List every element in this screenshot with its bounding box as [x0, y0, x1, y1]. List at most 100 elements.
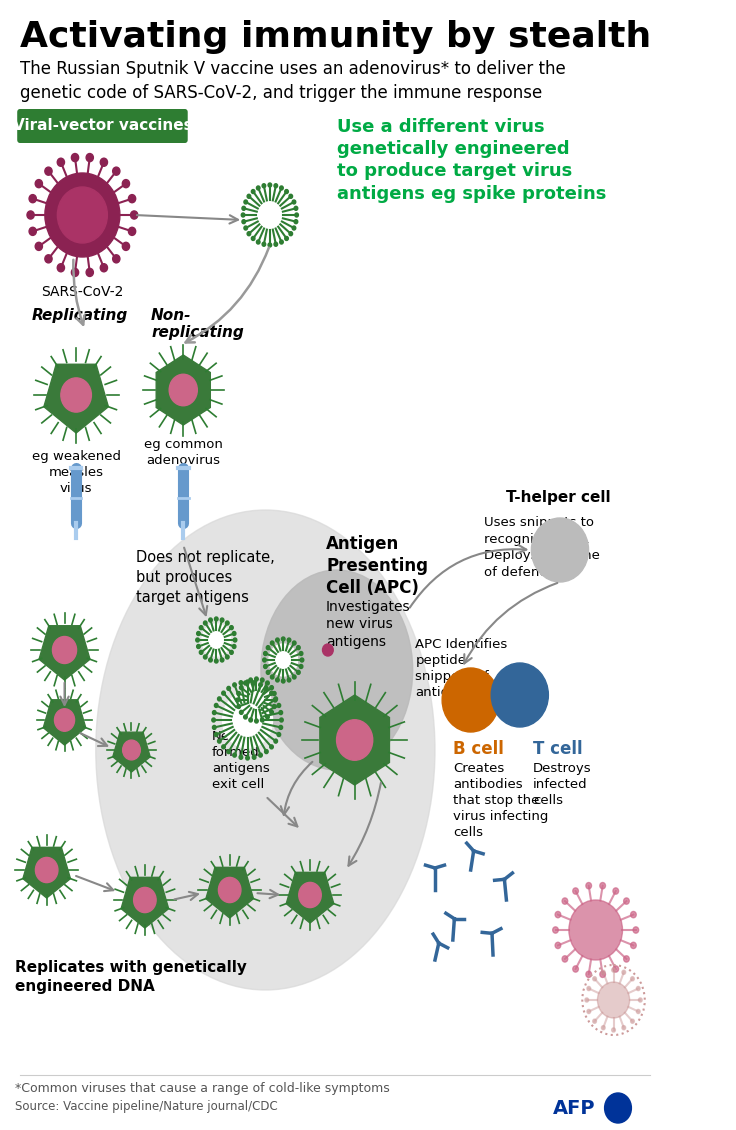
Circle shape: [280, 186, 283, 190]
Circle shape: [35, 858, 58, 883]
Circle shape: [277, 732, 280, 737]
Circle shape: [299, 883, 322, 907]
Circle shape: [531, 518, 589, 582]
Polygon shape: [113, 732, 150, 772]
Circle shape: [249, 718, 252, 722]
Circle shape: [256, 200, 283, 231]
Circle shape: [209, 658, 212, 662]
Circle shape: [622, 1026, 626, 1029]
Circle shape: [86, 268, 93, 277]
Circle shape: [214, 732, 218, 737]
Circle shape: [300, 664, 302, 669]
Circle shape: [86, 154, 93, 162]
Circle shape: [322, 644, 333, 657]
Circle shape: [263, 652, 267, 655]
Circle shape: [269, 745, 273, 749]
Circle shape: [244, 681, 247, 685]
Circle shape: [261, 678, 264, 683]
Text: Antigen
Presenting
Cell (APC): Antigen Presenting Cell (APC): [326, 534, 428, 598]
Circle shape: [272, 692, 276, 695]
Circle shape: [218, 697, 221, 701]
Circle shape: [196, 638, 199, 642]
Circle shape: [277, 704, 280, 707]
Circle shape: [233, 638, 237, 642]
Circle shape: [203, 655, 207, 659]
Circle shape: [261, 718, 264, 722]
Circle shape: [292, 675, 296, 679]
Circle shape: [239, 686, 243, 689]
Circle shape: [562, 956, 567, 962]
Circle shape: [279, 725, 283, 729]
Circle shape: [442, 668, 499, 732]
Circle shape: [292, 200, 296, 205]
Circle shape: [604, 1093, 631, 1123]
Polygon shape: [156, 355, 210, 425]
Circle shape: [275, 650, 292, 670]
Circle shape: [247, 232, 251, 236]
Circle shape: [202, 624, 230, 657]
Circle shape: [562, 898, 567, 904]
Text: T-helper cell: T-helper cell: [506, 490, 611, 505]
Circle shape: [262, 242, 266, 246]
Circle shape: [122, 180, 130, 188]
Circle shape: [622, 971, 626, 974]
Circle shape: [100, 158, 107, 166]
Ellipse shape: [261, 570, 413, 770]
Circle shape: [244, 715, 247, 719]
Circle shape: [263, 664, 267, 669]
Circle shape: [227, 686, 230, 690]
Circle shape: [246, 680, 250, 684]
Text: T cell: T cell: [533, 740, 583, 758]
Circle shape: [255, 677, 258, 681]
Text: Replicating: Replicating: [32, 308, 128, 323]
Circle shape: [553, 927, 559, 933]
Circle shape: [220, 658, 224, 662]
Circle shape: [220, 618, 224, 622]
Circle shape: [573, 966, 578, 972]
Circle shape: [71, 268, 79, 277]
Circle shape: [218, 739, 221, 744]
Circle shape: [256, 240, 260, 244]
Circle shape: [600, 883, 606, 889]
Text: eg weakened
measles
virus: eg weakened measles virus: [32, 450, 121, 495]
Circle shape: [222, 692, 225, 695]
Circle shape: [274, 184, 277, 188]
Circle shape: [598, 982, 629, 1018]
Circle shape: [247, 690, 266, 710]
Text: AFP: AFP: [553, 1098, 595, 1118]
Circle shape: [600, 971, 606, 977]
Circle shape: [637, 986, 640, 991]
Circle shape: [197, 644, 200, 649]
Text: APC Identifies
peptide
snippets of
antigen: APC Identifies peptide snippets of antig…: [415, 638, 508, 699]
Circle shape: [219, 877, 241, 903]
Circle shape: [612, 968, 615, 972]
Circle shape: [587, 1009, 591, 1014]
Text: Non-
replicating: Non- replicating: [151, 308, 244, 340]
Circle shape: [268, 183, 272, 186]
Circle shape: [225, 655, 229, 659]
Circle shape: [29, 194, 36, 202]
Circle shape: [631, 942, 636, 948]
Circle shape: [601, 971, 605, 974]
Circle shape: [262, 184, 266, 188]
Circle shape: [129, 227, 135, 235]
Circle shape: [270, 686, 273, 689]
Text: Investigates
new virus
antigens: Investigates new virus antigens: [326, 600, 411, 649]
Circle shape: [29, 227, 36, 235]
Circle shape: [294, 207, 298, 210]
Circle shape: [569, 899, 623, 960]
Text: Use a different virus
genetically engineered
to produce target virus
antigens eg: Use a different virus genetically engine…: [337, 118, 606, 202]
Circle shape: [214, 617, 218, 622]
Circle shape: [61, 377, 91, 412]
Circle shape: [237, 692, 241, 695]
Circle shape: [122, 242, 130, 251]
Text: The Russian Sputnik V vaccine uses an adenovirus* to deliver the
genetic code of: The Russian Sputnik V vaccine uses an ad…: [20, 60, 566, 102]
Circle shape: [297, 645, 300, 650]
Circle shape: [259, 753, 262, 757]
Circle shape: [285, 236, 289, 241]
Circle shape: [573, 888, 578, 894]
Circle shape: [214, 659, 218, 663]
Circle shape: [266, 670, 270, 675]
Text: Viral-vector vaccines: Viral-vector vaccines: [13, 119, 192, 133]
Polygon shape: [121, 877, 169, 928]
